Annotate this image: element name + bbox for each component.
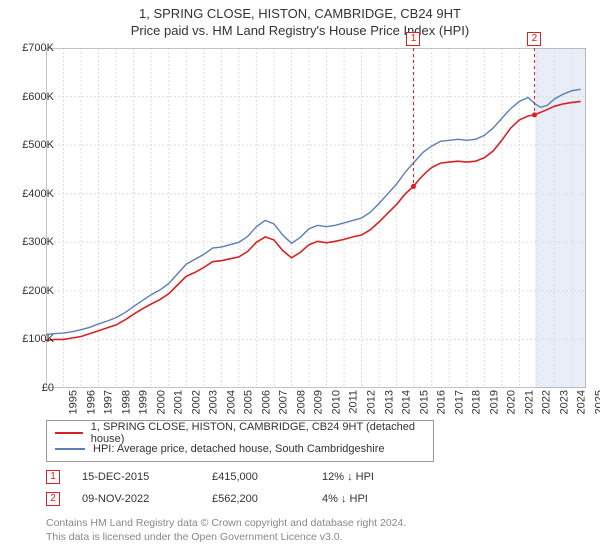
y-tick-label: £100K xyxy=(4,333,54,345)
title-block: 1, SPRING CLOSE, HISTON, CAMBRIDGE, CB24… xyxy=(0,0,600,38)
x-tick-label: 1996 xyxy=(85,390,97,414)
x-tick-label: 2010 xyxy=(330,390,342,414)
x-tick-label: 1995 xyxy=(67,390,79,414)
sales-row: 2 09-NOV-2022 £562,200 4% ↓ HPI xyxy=(46,488,422,510)
sale-marker-flag: 1 xyxy=(406,32,420,46)
title-sub: Price paid vs. HM Land Registry's House … xyxy=(0,23,600,38)
x-tick-label: 2006 xyxy=(260,390,272,414)
x-tick-label: 2021 xyxy=(523,390,535,414)
chart-container: 1, SPRING CLOSE, HISTON, CAMBRIDGE, CB24… xyxy=(0,0,600,560)
footer-line-2: This data is licensed under the Open Gov… xyxy=(46,530,406,544)
x-tick-label: 2005 xyxy=(243,390,255,414)
x-tick-label: 2004 xyxy=(225,390,237,414)
y-tick-label: £200K xyxy=(4,285,54,297)
x-tick-label: 2003 xyxy=(208,390,220,414)
x-tick-label: 2024 xyxy=(576,390,588,414)
x-tick-label: 2018 xyxy=(471,390,483,414)
y-tick-label: £700K xyxy=(4,42,54,54)
x-tick-label: 2008 xyxy=(295,390,307,414)
sale-diff: 4% ↓ HPI xyxy=(322,493,422,505)
footer: Contains HM Land Registry data © Crown c… xyxy=(46,516,406,544)
sale-marker-2: 2 xyxy=(46,492,60,506)
sales-table: 1 15-DEC-2015 £415,000 12% ↓ HPI 2 09-NO… xyxy=(46,466,422,510)
x-tick-label: 2014 xyxy=(401,390,413,414)
x-tick-label: 2000 xyxy=(155,390,167,414)
x-tick-label: 2017 xyxy=(453,390,465,414)
x-tick-label: 2011 xyxy=(347,390,359,414)
x-tick-label: 1998 xyxy=(120,390,132,414)
y-tick-label: £400K xyxy=(4,188,54,200)
x-tick-label: 2012 xyxy=(366,390,378,414)
y-tick-label: £0 xyxy=(4,382,54,394)
legend-row: 1, SPRING CLOSE, HISTON, CAMBRIDGE, CB24… xyxy=(55,425,425,441)
x-tick-label: 2002 xyxy=(190,390,202,414)
x-tick-label: 2020 xyxy=(506,390,518,414)
legend-label-hpi: HPI: Average price, detached house, Sout… xyxy=(93,443,384,455)
line-chart-svg xyxy=(46,48,586,388)
title-main: 1, SPRING CLOSE, HISTON, CAMBRIDGE, CB24… xyxy=(0,6,600,21)
x-tick-label: 2022 xyxy=(541,390,553,414)
sale-marker-1: 1 xyxy=(46,470,60,484)
x-tick-label: 2015 xyxy=(418,390,430,414)
legend: 1, SPRING CLOSE, HISTON, CAMBRIDGE, CB24… xyxy=(46,420,434,462)
legend-row: HPI: Average price, detached house, Sout… xyxy=(55,441,425,457)
sale-diff: 12% ↓ HPI xyxy=(322,471,422,483)
sale-price: £562,200 xyxy=(212,493,322,505)
legend-swatch-hpi xyxy=(55,448,85,450)
footer-line-1: Contains HM Land Registry data © Crown c… xyxy=(46,516,406,530)
x-tick-label: 2001 xyxy=(173,390,185,414)
x-tick-label: 2023 xyxy=(558,390,570,414)
x-tick-label: 2009 xyxy=(313,390,325,414)
y-tick-label: £300K xyxy=(4,236,54,248)
x-tick-label: 2019 xyxy=(488,390,500,414)
y-tick-label: £600K xyxy=(4,91,54,103)
sale-marker-flag: 2 xyxy=(527,32,541,46)
x-tick-label: 2013 xyxy=(383,390,395,414)
y-tick-label: £500K xyxy=(4,139,54,151)
x-tick-label: 2007 xyxy=(278,390,290,414)
x-tick-label: 1999 xyxy=(138,390,150,414)
sale-price: £415,000 xyxy=(212,471,322,483)
chart-area xyxy=(46,48,586,388)
x-tick-label: 1997 xyxy=(103,390,115,414)
sale-date: 15-DEC-2015 xyxy=(82,471,212,483)
x-tick-label: 2025 xyxy=(593,390,600,414)
legend-swatch-property xyxy=(55,432,83,434)
sale-date: 09-NOV-2022 xyxy=(82,493,212,505)
x-tick-label: 2016 xyxy=(436,390,448,414)
sales-row: 1 15-DEC-2015 £415,000 12% ↓ HPI xyxy=(46,466,422,488)
legend-label-property: 1, SPRING CLOSE, HISTON, CAMBRIDGE, CB24… xyxy=(91,421,425,445)
